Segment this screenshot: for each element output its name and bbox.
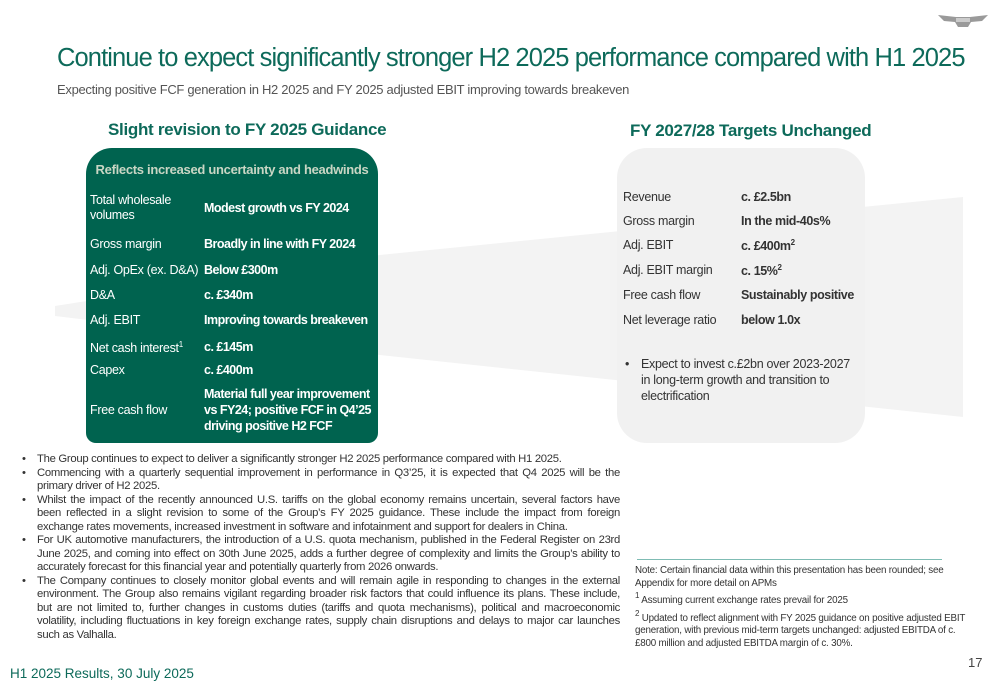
guidance-row: Capex c. £400m: [90, 362, 380, 378]
row-label: Adj. EBIT: [623, 238, 674, 252]
footer-label: H1 2025 Results, 30 July 2025: [10, 666, 194, 681]
guidance-row: Gross margin Broadly in line with FY 2024: [90, 236, 380, 252]
bullet-item: • For UK automotive manufacturers, the in…: [22, 534, 620, 573]
footnote-2: 2 Updated to reflect alignment with FY 2…: [635, 608, 965, 651]
guidance-row: Adj. OpEx (ex. D&A) Below £300m: [90, 262, 380, 278]
row-label: Adj. EBIT margin: [623, 263, 713, 277]
row-value: c. £145m: [204, 339, 253, 354]
row-value: Modest growth vs FY 2024: [204, 201, 349, 215]
guidance-row: Free cash flow Material full year improve…: [90, 386, 380, 434]
bullet-text: Commencing with a quarterly sequential i…: [37, 466, 620, 493]
row-value: Improving towards breakeven: [204, 313, 368, 327]
row-value: Material full year improvement vs FY24; …: [204, 387, 372, 433]
footnote-1: 1 Assuming current exchange rates prevai…: [635, 590, 965, 608]
target-row: Revenue c. £2.5bn: [623, 190, 791, 204]
row-label: Net leverage ratio: [623, 313, 717, 327]
target-row: Free cash flow Sustainably positive: [623, 288, 854, 302]
row-value-text: c. 15%: [741, 264, 778, 278]
row-label: Total wholesale volumes: [90, 193, 171, 222]
target-row: Adj. EBIT margin c. 15%2: [623, 263, 782, 278]
guidance-row: Adj. EBIT Improving towards breakeven: [90, 312, 380, 328]
row-label: Free cash flow: [90, 402, 168, 417]
row-label: Free cash flow: [623, 288, 701, 302]
guidance-row: D&A c. £340m: [90, 287, 380, 303]
row-label: Net cash interest1: [90, 337, 204, 356]
row-label: Capex: [90, 362, 125, 377]
row-label: Revenue: [623, 190, 671, 204]
row-value: below 1.0x: [741, 313, 801, 327]
targets-bullet: • Expect to invest c.£2bn over 2023-2027 …: [625, 356, 860, 404]
targets-box: Revenue c. £2.5bn Gross margin In the mid-…: [617, 148, 865, 443]
bullet-item: • Commencing with a quarterly sequential …: [22, 466, 620, 493]
bullet-text: The Company continues to closely monitor…: [37, 574, 620, 641]
row-label: D&A: [90, 287, 115, 302]
page-number: 17: [968, 655, 983, 670]
guidance-row: Net cash interest1 c. £145m: [90, 337, 380, 356]
row-value: c. £400m: [204, 363, 253, 377]
bullet-text: For UK automotive manufacturers, the int…: [37, 534, 620, 573]
row-value: Sustainably positive: [741, 288, 854, 302]
guidance-row: Total wholesale volumes Modest growth vs …: [90, 193, 380, 223]
row-value: c. £2.5bn: [741, 190, 791, 204]
row-value: Below £300m: [204, 263, 278, 277]
bullet-item: • The Group continues to expect to delive…: [22, 453, 562, 465]
footnote-text: Updated to reflect alignment with FY 202…: [635, 612, 965, 649]
row-label: Adj. OpEx (ex. D&A): [90, 262, 199, 277]
row-label: Gross margin: [90, 236, 162, 251]
row-label: Gross margin: [623, 214, 695, 228]
row-value: c. 15%2: [741, 263, 782, 278]
footnote-mark: 2: [635, 608, 640, 618]
footnote-mark: 2: [777, 263, 782, 272]
row-value: Broadly in line with FY 2024: [204, 237, 356, 251]
bullet-item: • Whilst the impact of the recently annou…: [22, 493, 620, 533]
guidance-box-header: Reflects increased uncertainty and headw…: [95, 162, 369, 177]
guidance-box: Reflects increased uncertainty and headw…: [86, 148, 378, 443]
footnote-mark: 2: [790, 238, 795, 247]
row-label: Adj. EBIT: [90, 312, 141, 327]
brand-logo: [938, 15, 988, 27]
footnote-mark: 1: [178, 340, 183, 349]
target-row: Net leverage ratio below 1.0x: [623, 313, 801, 327]
bullet-text: Expect to invest c.£2bn over 2023-2027 i…: [641, 357, 850, 403]
row-value: c. £400m2: [741, 238, 795, 253]
target-row: Adj. EBIT c. £400m2: [623, 238, 795, 253]
commentary-bullets: • The Group continues to expect to delive…: [22, 453, 620, 642]
bullet-dot: •: [625, 357, 630, 371]
row-value: In the mid-40s%: [741, 214, 831, 228]
bullet-text: The Group continues to expect to deliver…: [37, 453, 562, 465]
page-subtitle: Expecting positive FCF generation in H2 …: [57, 82, 630, 97]
footnote-mark: 1: [635, 591, 640, 600]
targets-heading: FY 2027/28 Targets Unchanged: [630, 121, 872, 140]
guidance-heading: Slight revision to FY 2025 Guidance: [108, 120, 387, 139]
row-value-text: c. £400m: [741, 239, 791, 253]
target-row: Gross margin In the mid-40s%: [623, 214, 831, 228]
notes-divider: [637, 559, 942, 560]
footnote-text: Assuming current exchange rates prevail …: [641, 595, 848, 606]
bullet-text: Whilst the impact of the recently announ…: [37, 493, 620, 533]
bullet-item: • The Company continues to closely monito…: [22, 574, 620, 641]
note-text: Note: Certain financial data within this…: [635, 565, 944, 589]
row-label-text: Net cash interest: [90, 341, 179, 355]
footnotes: Note: Certain financial data within this…: [635, 565, 965, 650]
row-value: c. £340m: [204, 288, 253, 302]
page-title: Continue to expect significantly stronge…: [57, 44, 966, 72]
